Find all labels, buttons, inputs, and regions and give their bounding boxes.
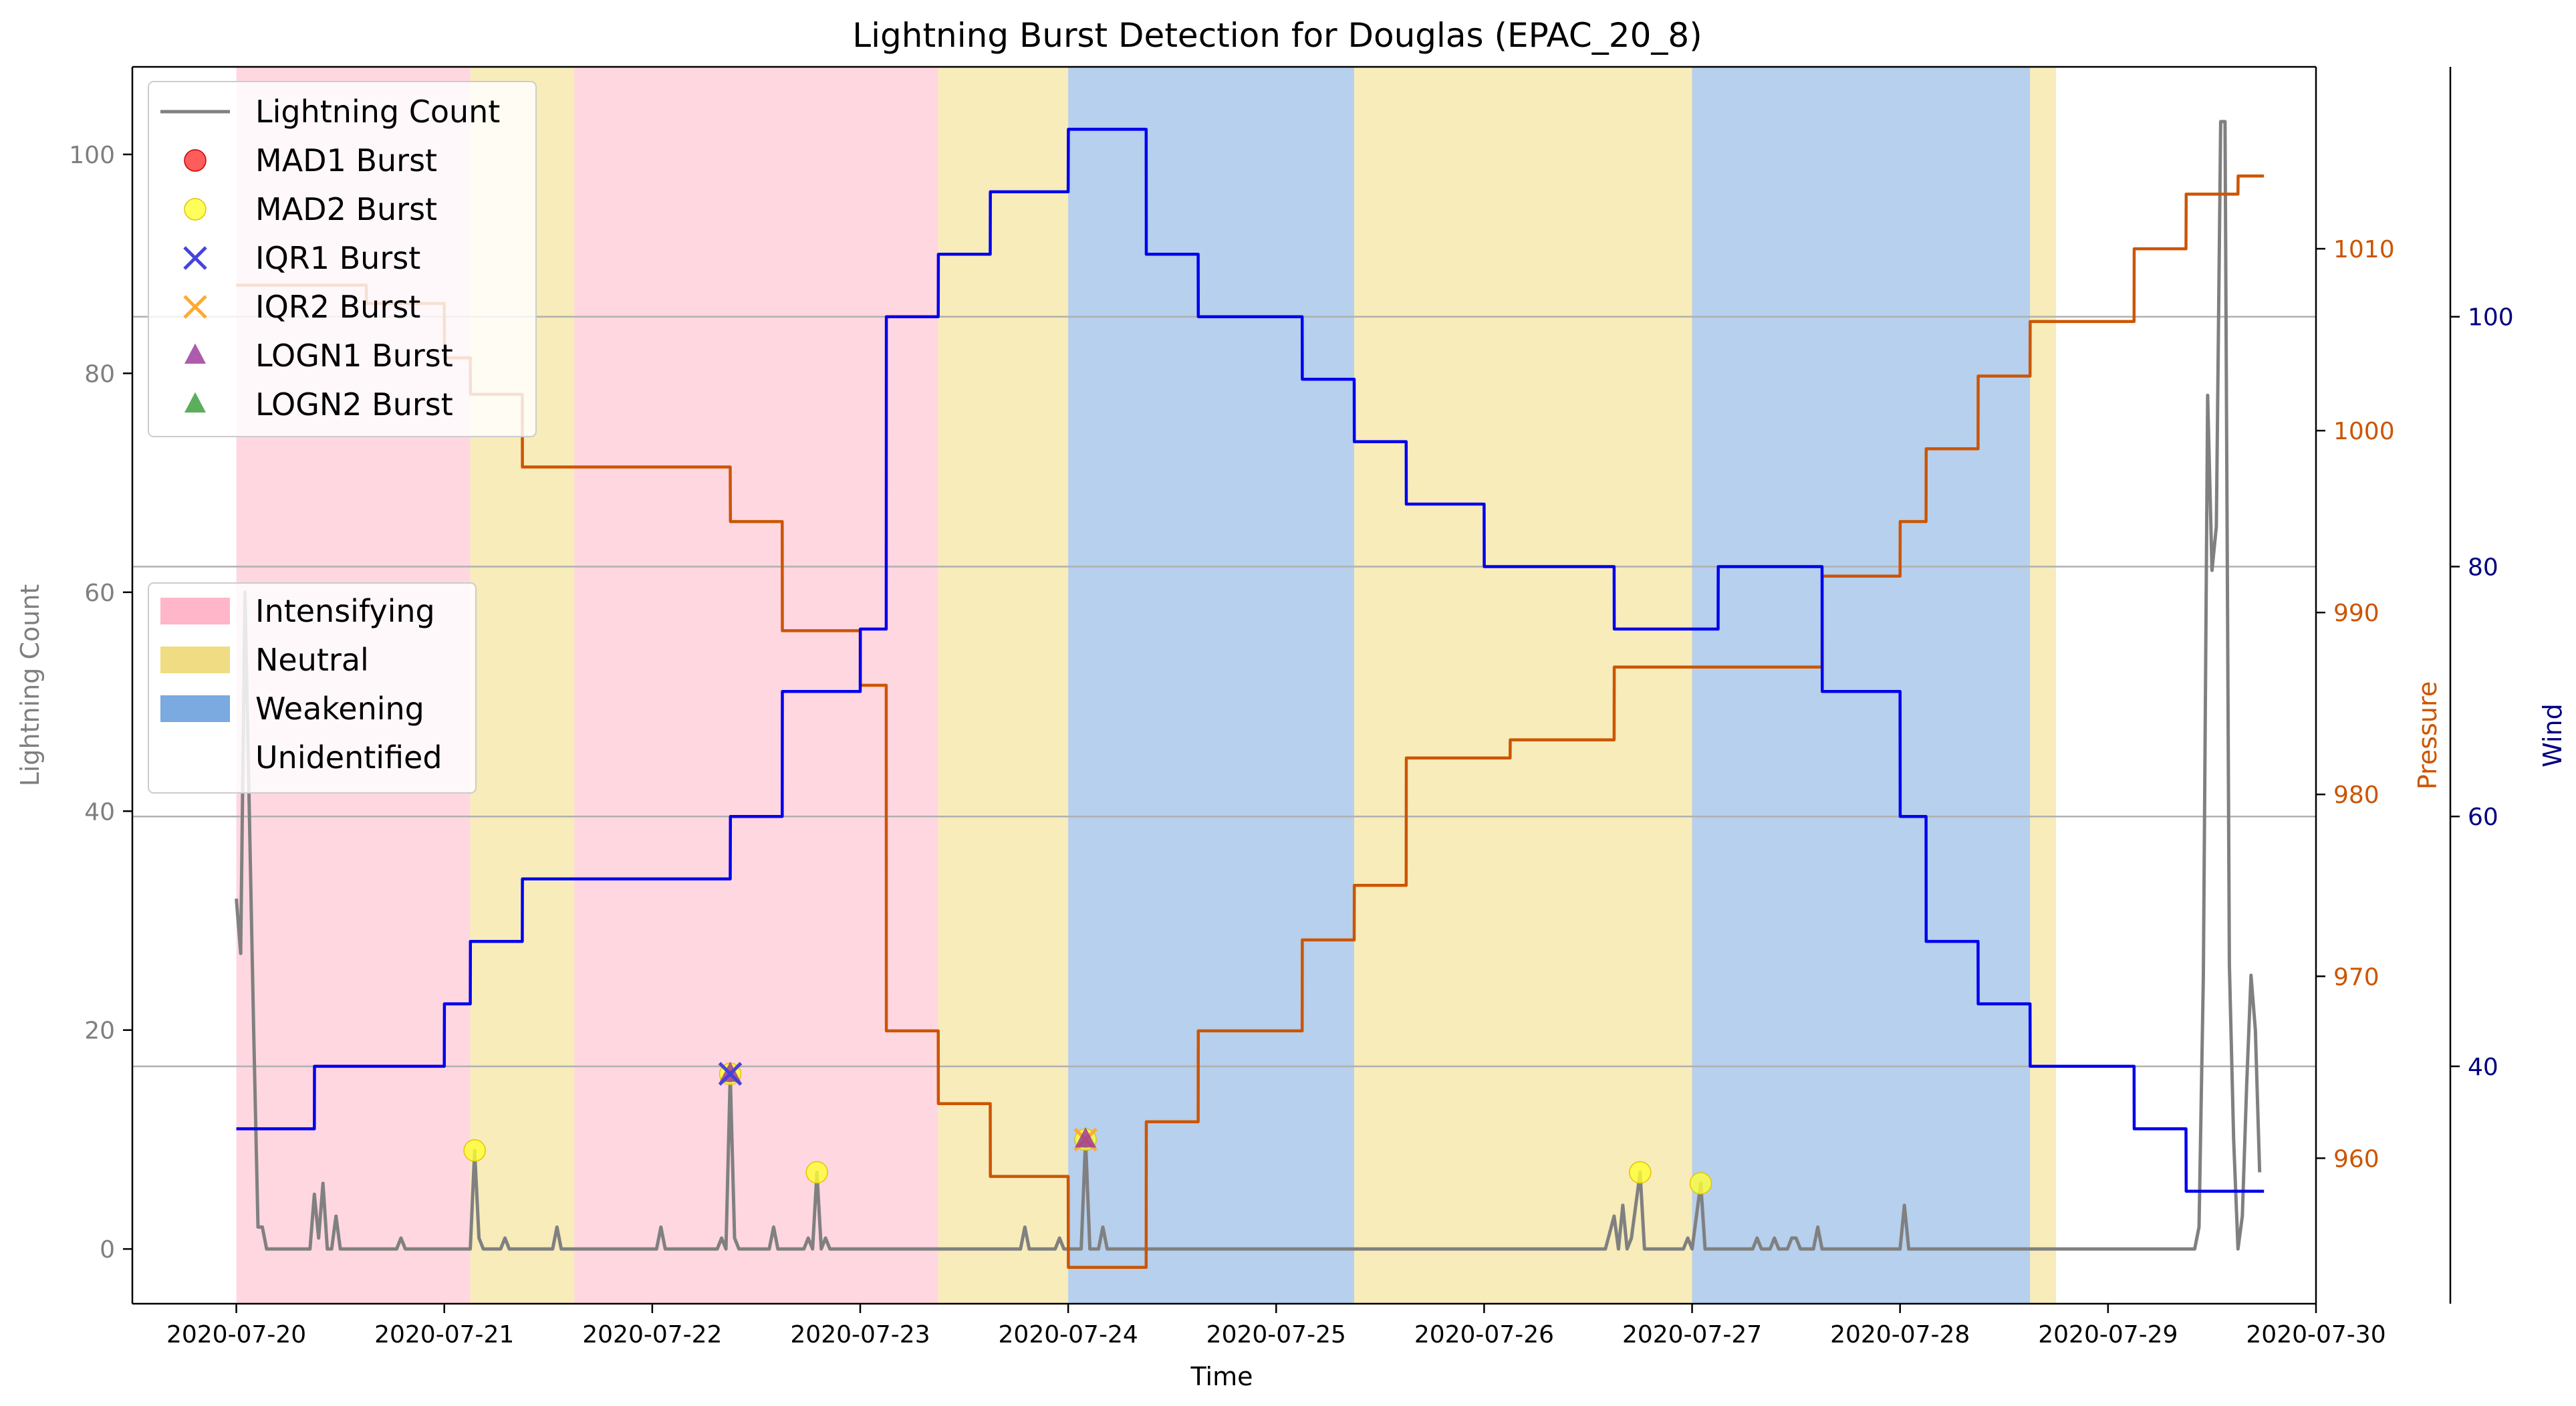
burst-marker-mad2 [463, 1139, 486, 1162]
pressure-tick-label: 1010 [2333, 236, 2395, 263]
legend-label: IQR1 Burst [255, 240, 420, 276]
chart-title: Lightning Burst Detection for Douglas (E… [852, 16, 1702, 55]
pressure-tick-label: 970 [2333, 963, 2379, 991]
pressure-series [236, 174, 2265, 1269]
wind-series [236, 128, 2265, 1193]
legend-handle-mad2 [184, 198, 207, 221]
legend-label: IQR2 Burst [255, 289, 420, 325]
lightning-count-line [235, 120, 2262, 1251]
burst-marker-mad2 [1689, 1172, 1712, 1195]
series-legend-box [148, 81, 537, 437]
legend-label: Neutral [255, 642, 369, 678]
stage-legend: Intensifying Neutral Weakening Unidentified [148, 582, 477, 794]
x-axis-label: Time [1190, 1362, 1253, 1391]
y-left-tick-label: 80 [84, 360, 115, 388]
x-tick-label: 2020-07-25 [1206, 1321, 1346, 1349]
legend-label: Intensifying [255, 593, 435, 629]
stage-band-neutral [938, 67, 1069, 1304]
stage-band-neutral [2030, 67, 2057, 1304]
burst-markers [463, 1061, 1712, 1195]
x-tick-label: 2020-07-22 [582, 1321, 722, 1349]
wind-tick-label: 40 [2468, 1054, 2498, 1081]
wind-tick-label: 100 [2468, 304, 2514, 332]
x-tick-label: 2020-07-20 [166, 1321, 306, 1349]
legend-handle-logn1 [184, 343, 206, 364]
y-left-axis-label: Lightning Count [15, 584, 45, 787]
pressure-tick-label: 960 [2333, 1145, 2379, 1173]
burst-marker-mad2 [805, 1161, 828, 1184]
x-tick-label: 2020-07-24 [999, 1321, 1138, 1349]
wind-axis-label: Wind [2538, 703, 2567, 768]
axes: 2020-07-20 2020-07-21 2020-07-22 2020-07-23… [15, 66, 2567, 1349]
x-tick-label: 2020-07-21 [374, 1321, 514, 1349]
x-tick-label: 2020-07-30 [2246, 1321, 2386, 1349]
x-tick-label: 2020-07-27 [1622, 1321, 1762, 1349]
wind-tick-label: 60 [2468, 804, 2498, 831]
wind-tick-label: 80 [2468, 554, 2498, 581]
pressure-tick-label: 990 [2333, 600, 2379, 627]
stage-band-weakening [1692, 67, 2031, 1304]
y-left-tick-label: 60 [84, 580, 115, 607]
legend-swatch-unidentified [160, 744, 230, 771]
legend-swatch-intensifying [160, 598, 230, 624]
legend-label: MAD1 Burst [255, 142, 437, 179]
legend-label: Lightning Count [255, 94, 500, 130]
burst-marker-iqr1 [718, 1062, 743, 1086]
pressure-tick-label: 980 [2333, 782, 2379, 809]
y-left-tick-label: 100 [69, 142, 115, 169]
x-tick-label: 2020-07-26 [1414, 1321, 1554, 1349]
stage-legend-box [148, 582, 477, 794]
legend-label: MAD2 Burst [255, 191, 437, 227]
legend-label: LOGN2 Burst [255, 386, 453, 423]
legend-swatch-neutral [160, 647, 230, 673]
y-left-tick-label: 20 [84, 1018, 115, 1045]
legend-label: Weakening [255, 691, 424, 727]
legend-swatch-weakening [160, 695, 230, 722]
legend-label: LOGN1 Burst [255, 338, 453, 374]
pressure-tick-label: 1000 [2333, 418, 2395, 445]
pressure-line [236, 174, 2265, 1269]
legend-handle-iqr2 [183, 295, 207, 319]
legend-handle-mad1 [184, 149, 207, 172]
wind-line [236, 128, 2265, 1193]
legend-handle-logn2 [184, 392, 206, 413]
legend-label: Unidentified [255, 739, 442, 776]
y-left-tick-label: 0 [100, 1236, 115, 1264]
burst-marker-logn1 [1075, 1127, 1097, 1148]
series-legend: Lightning Count MAD1 Burst MAD2 Burst IQR1 … [148, 81, 537, 437]
stage-band-neutral [1354, 67, 1692, 1304]
burst-marker-mad2 [1629, 1161, 1652, 1184]
x-tick-label: 2020-07-28 [1830, 1321, 1970, 1349]
lightning-series [235, 120, 2262, 1251]
y-left-tick-label: 40 [84, 798, 115, 826]
x-tick-label: 2020-07-23 [790, 1321, 930, 1349]
legend-handle-iqr1 [183, 246, 207, 270]
pressure-axis-label: Pressure [2413, 681, 2442, 790]
stage-band-weakening [1068, 67, 1354, 1304]
x-tick-label: 2020-07-29 [2038, 1321, 2178, 1349]
